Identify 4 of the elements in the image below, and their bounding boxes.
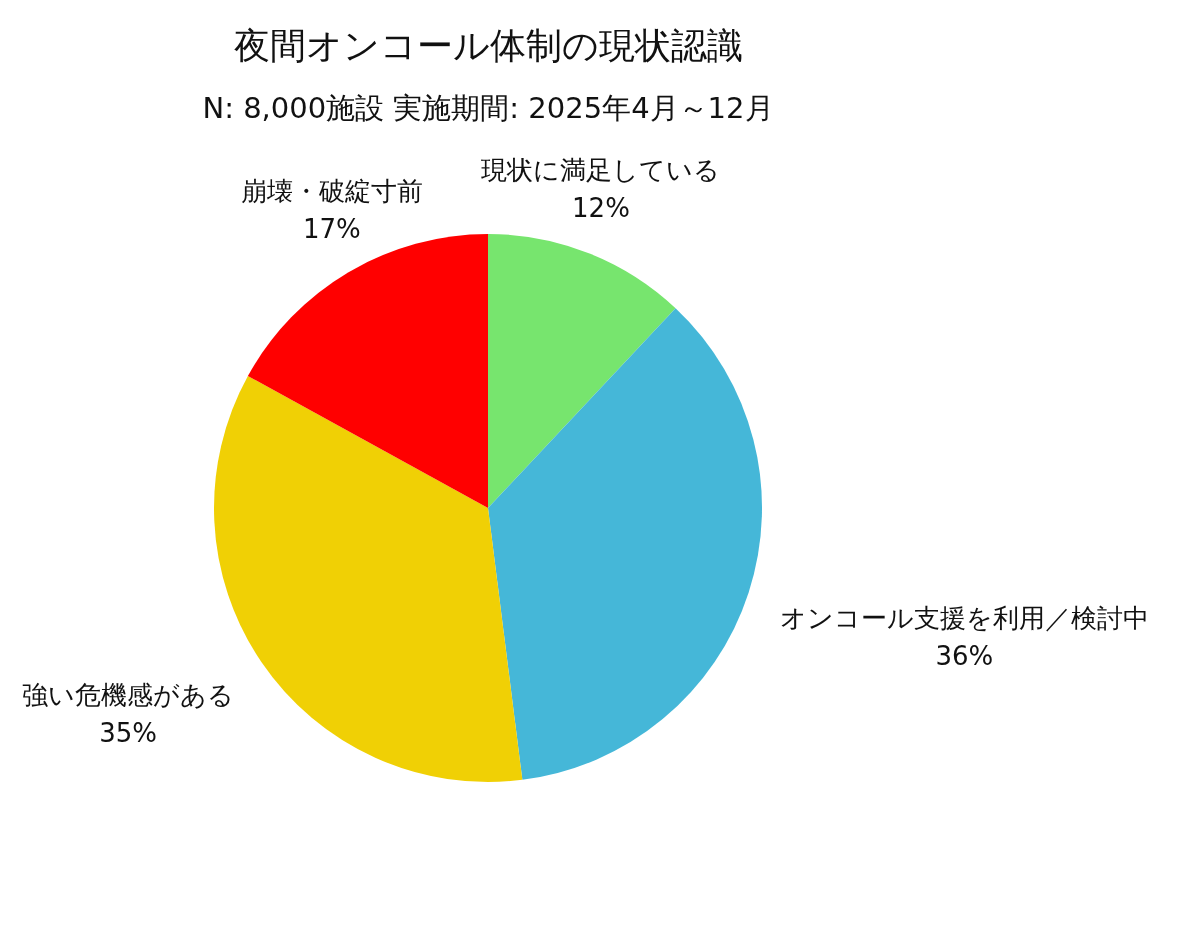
pie-slice (488, 234, 676, 508)
chart-title: 夜間オンコール体制の現状認識 (233, 25, 743, 66)
pie-slice (488, 308, 762, 780)
chart-subtitle: N: 8,000施設 実施期間: 2025年4月～12月 (202, 91, 774, 125)
